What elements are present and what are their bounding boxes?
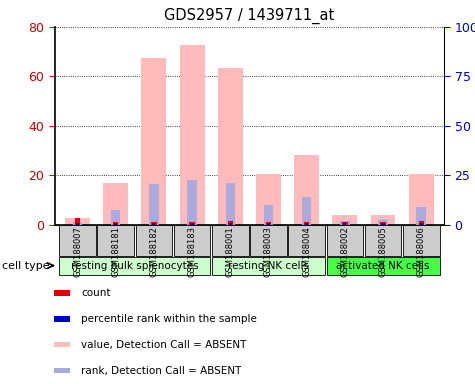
Bar xyxy=(365,225,401,256)
Text: rank, Detection Call = ABSENT: rank, Detection Call = ABSENT xyxy=(82,366,242,376)
Bar xyxy=(54,367,70,373)
Text: percentile rank within the sample: percentile rank within the sample xyxy=(82,314,257,324)
Bar xyxy=(190,222,195,225)
Bar xyxy=(305,223,308,225)
Bar xyxy=(104,183,128,225)
Bar xyxy=(111,210,121,225)
Text: count: count xyxy=(82,288,111,298)
Bar xyxy=(59,257,210,275)
Bar xyxy=(326,257,439,275)
Bar xyxy=(264,205,273,225)
Bar xyxy=(212,257,325,275)
Bar xyxy=(343,223,346,225)
Bar xyxy=(142,58,166,225)
Bar xyxy=(114,223,117,225)
Text: value, Detection Call = ABSENT: value, Detection Call = ABSENT xyxy=(82,339,247,349)
Text: cell type: cell type xyxy=(1,261,49,271)
Bar xyxy=(190,223,194,225)
Bar xyxy=(304,222,309,225)
Title: GDS2957 / 1439711_at: GDS2957 / 1439711_at xyxy=(164,8,334,24)
Bar xyxy=(54,342,70,348)
Bar xyxy=(149,184,159,225)
Text: activated NK cells: activated NK cells xyxy=(336,261,430,271)
Bar xyxy=(250,225,287,256)
Bar xyxy=(229,223,232,225)
Bar xyxy=(73,222,82,225)
Bar xyxy=(76,223,79,225)
Bar xyxy=(294,156,319,225)
Bar xyxy=(342,222,348,225)
Text: GSM188182: GSM188182 xyxy=(150,226,158,277)
Bar xyxy=(420,223,423,225)
Bar xyxy=(54,290,70,296)
Bar xyxy=(403,225,439,256)
Bar xyxy=(380,222,386,225)
Text: resting bulk splenocytes: resting bulk splenocytes xyxy=(71,261,199,271)
Bar xyxy=(54,316,70,321)
Bar xyxy=(266,222,271,225)
Bar xyxy=(267,223,270,225)
Text: GSM188002: GSM188002 xyxy=(341,226,349,276)
Text: GSM188007: GSM188007 xyxy=(73,226,82,277)
Bar xyxy=(302,197,312,225)
Text: GSM188001: GSM188001 xyxy=(226,226,235,276)
Bar xyxy=(409,174,434,225)
Bar xyxy=(218,68,243,225)
Text: GSM188005: GSM188005 xyxy=(379,226,388,276)
Bar xyxy=(212,225,248,256)
Text: GSM188181: GSM188181 xyxy=(111,226,120,277)
Bar xyxy=(97,225,134,256)
Bar xyxy=(59,225,96,256)
Text: GSM188183: GSM188183 xyxy=(188,226,197,277)
Bar xyxy=(151,222,157,225)
Bar xyxy=(288,225,325,256)
Bar xyxy=(113,222,118,225)
Text: GSM188004: GSM188004 xyxy=(302,226,311,276)
Bar xyxy=(180,45,205,225)
Bar xyxy=(65,218,90,225)
Bar xyxy=(417,207,426,225)
Text: GSM188006: GSM188006 xyxy=(417,226,426,277)
Bar xyxy=(332,215,357,225)
Bar xyxy=(75,218,80,225)
Bar xyxy=(418,221,424,225)
Bar xyxy=(370,215,396,225)
Bar xyxy=(381,223,385,225)
Bar xyxy=(340,221,350,225)
Bar xyxy=(152,223,155,225)
Text: GSM188003: GSM188003 xyxy=(264,226,273,277)
Bar xyxy=(378,220,388,225)
Bar xyxy=(326,225,363,256)
Bar xyxy=(226,183,235,225)
Bar xyxy=(256,174,281,225)
Bar xyxy=(174,225,210,256)
Bar xyxy=(187,180,197,225)
Text: resting NK cells: resting NK cells xyxy=(228,261,309,271)
Bar xyxy=(228,221,233,225)
Bar xyxy=(135,225,172,256)
